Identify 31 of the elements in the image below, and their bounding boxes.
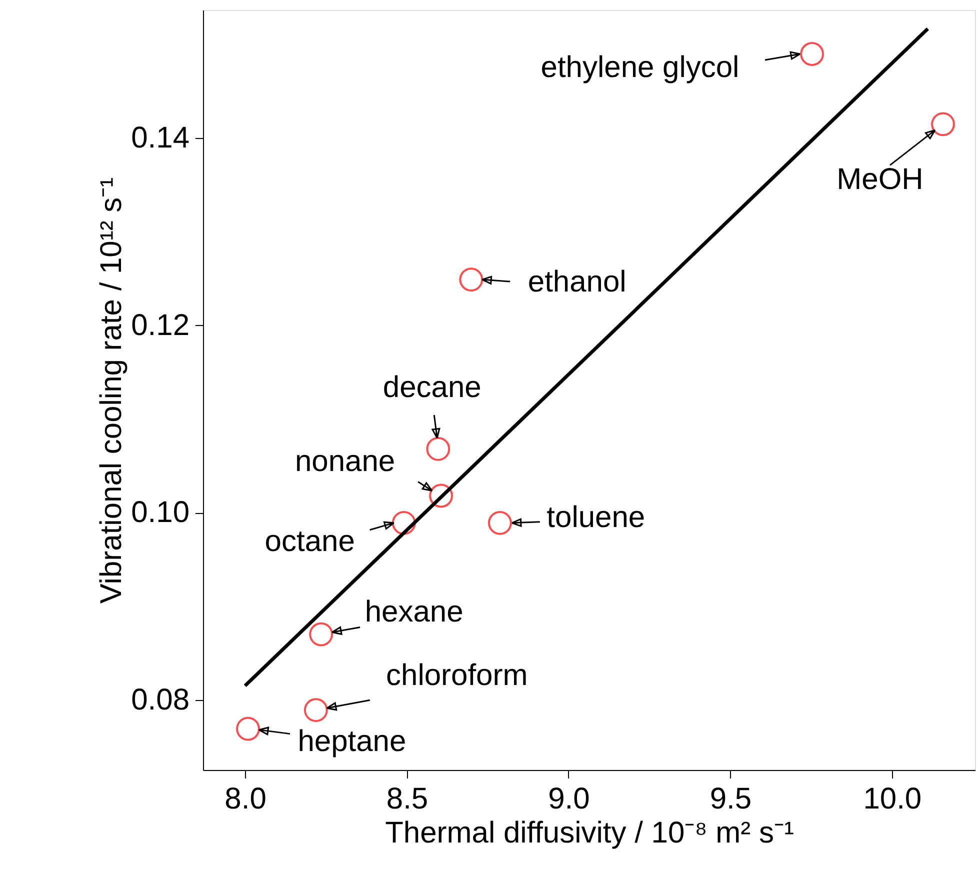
y-tick-label: 0.12 [131, 308, 190, 342]
annotation: hexane [364, 595, 464, 628]
point [459, 268, 484, 292]
y-tick-label: 0.08 [131, 683, 190, 716]
x-tick-label: 9.5 [710, 782, 752, 816]
point [931, 112, 955, 136]
point [304, 698, 328, 722]
y-tick-label: 0.14 [131, 122, 190, 155]
x-tick-label: 10.0 [863, 782, 922, 816]
point [309, 622, 333, 646]
point [800, 42, 824, 66]
annotation: nonane [294, 444, 396, 478]
point [426, 437, 450, 461]
y-axis-title: Vibrational cooling rate / 10¹² s⁻¹ [95, 177, 128, 604]
point [429, 484, 453, 508]
annotation: decane [382, 370, 482, 404]
annotation: toluene [546, 500, 646, 534]
annotation: octane [264, 524, 355, 558]
annotation: ethylene glycol [540, 50, 740, 84]
annotation: chloroform [386, 659, 528, 692]
annotation: ethanol [528, 266, 626, 299]
annotation: MeOH [836, 163, 924, 196]
point [236, 716, 260, 741]
x-tick-label: 8.0 [224, 782, 266, 816]
annotation: heptane [298, 724, 406, 758]
point [392, 510, 416, 535]
point [488, 510, 512, 535]
x-tick-label: 8.5 [386, 782, 428, 816]
y-tick-label: 0.10 [131, 496, 190, 530]
x-axis-title: Thermal diffusivity / 10⁻⁸ m² s⁻¹ [385, 816, 794, 850]
x-tick-label: 9.0 [548, 782, 590, 816]
